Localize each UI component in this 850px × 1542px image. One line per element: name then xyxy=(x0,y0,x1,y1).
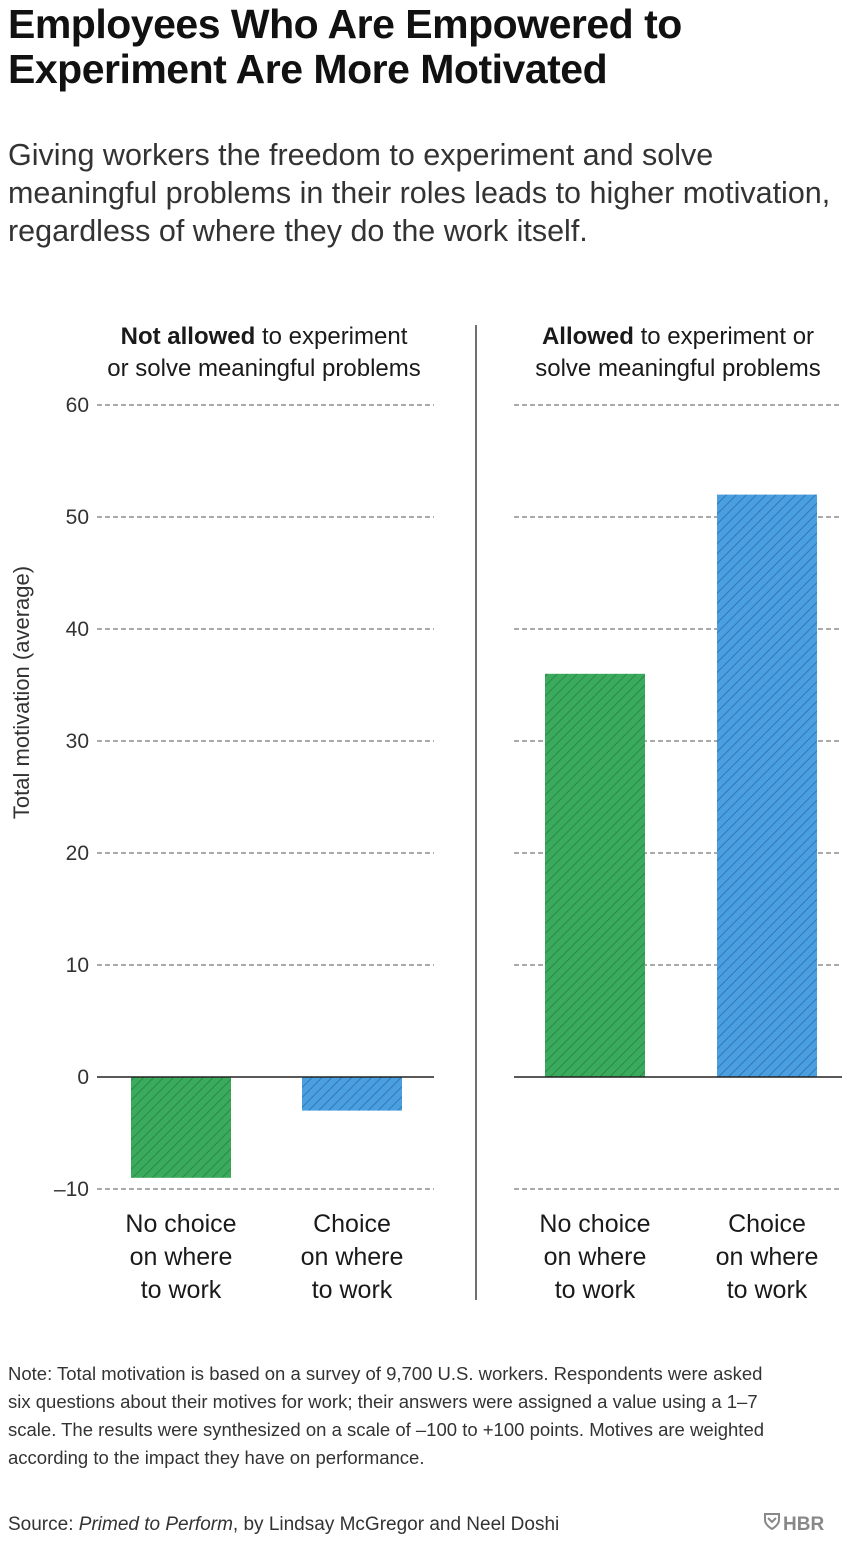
source-book-title: Primed to Perform xyxy=(78,1514,233,1535)
hbr-shield-icon xyxy=(764,1512,780,1538)
y-tick-label: –10 xyxy=(54,1178,89,1201)
y-tick-label: 0 xyxy=(77,1066,89,1089)
footnote: Note: Total motivation is based on a sur… xyxy=(8,1363,765,1468)
y-tick-label: 10 xyxy=(66,954,89,977)
category-label: Choice xyxy=(728,1210,806,1238)
category-label: No choice xyxy=(539,1210,650,1238)
hbr-logo-text: HBR xyxy=(783,1514,825,1536)
category-label: to work xyxy=(141,1276,222,1304)
y-tick-label: 40 xyxy=(66,618,89,641)
y-axis-label: Total motivation (average) xyxy=(9,566,34,819)
source-authors: , by Lindsay McGregor and Neel Doshi xyxy=(232,1514,560,1535)
text-layer: 60 50 40 30 20 10 0 –10 Total motivation (averag… xyxy=(9,323,821,1304)
bar-allowed-no-choice xyxy=(545,673,645,1077)
category-label: on where xyxy=(716,1243,819,1271)
bar-chart: 60 50 40 30 20 10 0 –10 Total motivation (averag… xyxy=(9,323,842,1304)
panel-heading-1: Not allowed to experiment xyxy=(121,323,408,350)
panel-heading-line2-1: or solve meaningful problems xyxy=(107,355,421,382)
bars-layer xyxy=(131,494,817,1178)
category-label: to work xyxy=(312,1276,393,1304)
bar-not-allowed-choice xyxy=(302,1077,402,1111)
source-prefix: Source: xyxy=(8,1514,79,1535)
category-label: on where xyxy=(544,1243,647,1271)
chart-subtitle: Giving workers the freedom to experiment… xyxy=(8,138,831,248)
hbr-logo: HBR xyxy=(764,1512,824,1538)
y-tick-label: 50 xyxy=(66,506,89,529)
chart-title: Employees Who Are Empowered to Experimen… xyxy=(8,1,682,92)
category-label: No choice xyxy=(125,1210,236,1238)
category-label: Choice xyxy=(313,1210,391,1238)
category-label: to work xyxy=(555,1276,636,1304)
panel-heading-2: Allowed to experiment or xyxy=(542,323,814,350)
y-tick-label: 60 xyxy=(66,394,89,417)
y-tick-label: 30 xyxy=(66,730,89,753)
source-line: Source: Primed to Perform, by Lindsay Mc… xyxy=(8,1512,559,1538)
category-label: on where xyxy=(130,1243,233,1271)
y-tick-label: 20 xyxy=(66,842,89,865)
bar-allowed-choice xyxy=(717,494,817,1078)
axis-layer xyxy=(97,325,842,1300)
category-label: on where xyxy=(301,1243,404,1271)
bar-not-allowed-no-choice xyxy=(131,1077,231,1178)
category-label: to work xyxy=(727,1276,808,1304)
panel-heading-line2-2: solve meaningful problems xyxy=(535,355,820,382)
